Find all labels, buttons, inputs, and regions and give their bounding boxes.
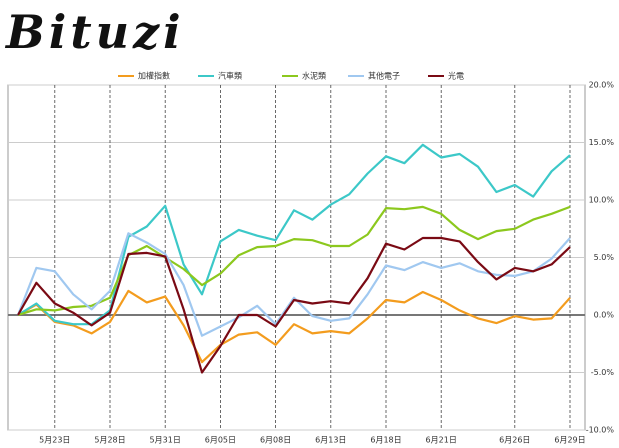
x-tick-label: 5月23日: [39, 436, 70, 445]
x-tick-label: 5月28日: [94, 436, 125, 445]
legend-label: 光電: [448, 71, 464, 81]
y-tick-label: 10.0%: [589, 196, 615, 205]
x-tick-label: 6月21日: [426, 436, 457, 445]
x-tick-label: 6月05日: [205, 436, 236, 445]
y-tick-label: -5.0%: [591, 368, 615, 377]
logo: Bituzi: [4, 5, 185, 59]
x-tick-label: 5月31日: [150, 436, 181, 445]
series-line: [16, 232, 571, 337]
x-tick-label: 6月29日: [554, 436, 585, 445]
y-tick-label: 5.0%: [594, 253, 615, 262]
x-tick-label: 6月26日: [499, 436, 530, 445]
y-tick-label: 15.0%: [589, 138, 615, 147]
x-tick-label: 6月18日: [370, 436, 401, 445]
x-tick-label: 6月13日: [315, 436, 346, 445]
y-tick-label: 20.0%: [589, 81, 615, 90]
legend-label: 加權指數: [138, 71, 170, 81]
y-tick-label: 0.0%: [594, 311, 615, 320]
y-tick-label: -10.0%: [586, 426, 615, 435]
series-line: [17, 205, 571, 317]
legend-label: 汽車類: [218, 71, 242, 81]
x-tick-label: 6月08日: [260, 436, 291, 445]
series-line: [17, 289, 571, 364]
legend-label: 水泥類: [302, 71, 326, 81]
series-line: [17, 236, 571, 374]
legend-label: 其他電子: [368, 71, 400, 81]
